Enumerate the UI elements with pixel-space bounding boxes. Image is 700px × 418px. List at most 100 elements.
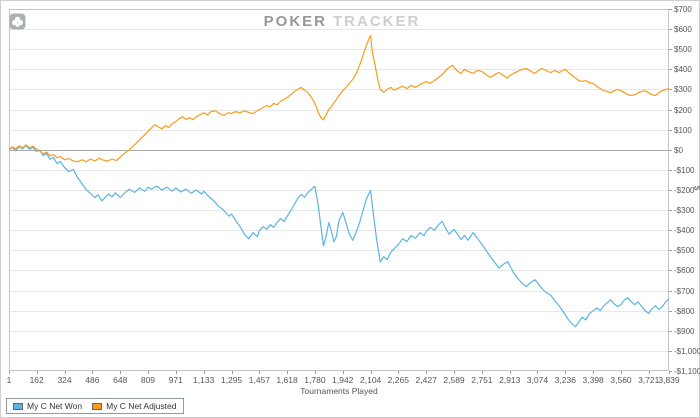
y-tick-label: -$100 bbox=[674, 165, 695, 175]
y-tick-label: -$200 bbox=[674, 186, 695, 195]
y-tick-label: -$900 bbox=[674, 326, 695, 336]
x-tick bbox=[426, 371, 428, 374]
x-tick bbox=[36, 371, 38, 374]
y-tick-label: $500 bbox=[674, 45, 692, 55]
y-tick bbox=[669, 190, 672, 191]
x-tick bbox=[509, 371, 511, 374]
x-tick bbox=[314, 371, 316, 374]
x-tick-label: 648 bbox=[113, 375, 128, 385]
x-tick-label: 3,839 bbox=[658, 375, 680, 385]
x-tick bbox=[621, 371, 623, 374]
y-tick-label: $200 bbox=[674, 105, 692, 115]
y-tick-label: $600 bbox=[674, 25, 692, 35]
y-tick bbox=[669, 69, 672, 71]
x-tick bbox=[593, 371, 595, 374]
y-tick-label: -$700 bbox=[674, 286, 695, 296]
y-tick bbox=[669, 371, 672, 372]
x-tick-label: 2,913 bbox=[499, 375, 521, 385]
x-tick bbox=[398, 371, 400, 374]
x-tick bbox=[120, 371, 122, 374]
legend-label-net-won: My C Net Won bbox=[27, 401, 83, 411]
x-tick-label: 2,589 bbox=[443, 375, 465, 385]
x-tick bbox=[92, 371, 94, 374]
y-tick-label: $100 bbox=[674, 125, 692, 135]
x-tick-label: 1,780 bbox=[304, 375, 326, 385]
plot-border bbox=[9, 9, 669, 371]
y-tick bbox=[669, 290, 672, 292]
y-axis-unit: $ bbox=[693, 186, 700, 191]
x-tick bbox=[481, 371, 483, 374]
y-tick bbox=[669, 169, 672, 171]
x-tick bbox=[175, 371, 177, 374]
y-tick-label: -$500 bbox=[674, 246, 695, 256]
y-tick bbox=[669, 29, 672, 31]
series-line-net-adjusted bbox=[9, 34, 669, 163]
y-tick-label: -$1,000 bbox=[674, 346, 700, 356]
y-tick bbox=[669, 210, 672, 212]
y-tick-label: $700 bbox=[674, 5, 692, 14]
x-axis-title: Tournaments Played bbox=[300, 386, 378, 396]
y-tick-label: -$400 bbox=[674, 226, 695, 236]
legend-swatch-net-won bbox=[13, 402, 23, 410]
plot-area: POKER TRACKER bbox=[9, 9, 669, 371]
y-tick-label: -$600 bbox=[674, 266, 695, 276]
logo-text-tracker: TRACKER bbox=[333, 13, 421, 30]
x-tick bbox=[537, 371, 539, 374]
y-tick-label: -$1,100 bbox=[674, 367, 700, 376]
x-tick-label: 486 bbox=[85, 375, 100, 385]
x-tick bbox=[64, 371, 66, 374]
x-tick-label: 3,398 bbox=[582, 375, 604, 385]
y-tick bbox=[669, 129, 672, 131]
y-tick-label: -$800 bbox=[674, 306, 695, 316]
y-tick bbox=[669, 330, 672, 332]
y-tick bbox=[669, 230, 672, 232]
x-tick bbox=[147, 371, 149, 374]
x-tick-label: 2,427 bbox=[415, 375, 437, 385]
y-tick bbox=[669, 89, 672, 91]
x-tick-label: 162 bbox=[29, 375, 44, 385]
x-tick bbox=[454, 371, 456, 374]
x-tick-label: 971 bbox=[168, 375, 183, 385]
x-tick bbox=[342, 371, 344, 374]
x-tick-label: 1,295 bbox=[220, 375, 243, 385]
y-tick bbox=[669, 270, 672, 272]
x-tick bbox=[287, 371, 289, 374]
x-tick bbox=[565, 371, 567, 374]
logo-text-poker: POKER bbox=[263, 13, 327, 30]
legend-item-net-won[interactable]: My C Net Won bbox=[13, 401, 82, 411]
legend-item-net-adjusted[interactable]: My C Net Adjusted bbox=[92, 401, 177, 411]
x-tick bbox=[669, 371, 670, 374]
y-tick-label: $0 bbox=[674, 145, 683, 155]
x-tick-label: 1,133 bbox=[193, 375, 215, 385]
x-tick bbox=[231, 371, 233, 374]
x-tick-label: 2,751 bbox=[471, 375, 493, 385]
y-tick-label: $300 bbox=[674, 85, 692, 95]
x-tick-label: 1,618 bbox=[276, 375, 298, 385]
y-tick-label: $400 bbox=[674, 65, 692, 75]
y-tick bbox=[669, 9, 672, 10]
x-tick-label: 324 bbox=[57, 375, 72, 385]
y-tick bbox=[669, 49, 672, 51]
chart-canvas bbox=[9, 9, 669, 371]
x-tick bbox=[370, 371, 372, 374]
x-tick-label: 2,104 bbox=[360, 375, 382, 385]
x-tick bbox=[648, 371, 650, 374]
y-tick bbox=[669, 109, 672, 111]
x-tick-label: 2,265 bbox=[387, 375, 409, 385]
y-tick-label: -$300 bbox=[674, 206, 695, 216]
legend-label-net-adjusted: My C Net Adjusted bbox=[106, 401, 177, 411]
x-tick-label: 1,457 bbox=[248, 375, 271, 385]
x-tick bbox=[203, 371, 205, 374]
x-tick-label: 1 bbox=[6, 375, 12, 385]
y-tick bbox=[669, 310, 672, 312]
legend-swatch-net-adjusted bbox=[92, 402, 103, 410]
x-tick bbox=[9, 371, 10, 374]
x-tick-label: 1,942 bbox=[332, 375, 354, 385]
series-line-net-won bbox=[9, 144, 669, 328]
legend: My C Net Won My C Net Adjusted bbox=[6, 398, 184, 414]
x-tick bbox=[259, 371, 261, 374]
y-tick bbox=[669, 149, 672, 151]
x-tick-label: 3,236 bbox=[554, 375, 576, 385]
x-tick-label: 3,074 bbox=[526, 375, 549, 385]
